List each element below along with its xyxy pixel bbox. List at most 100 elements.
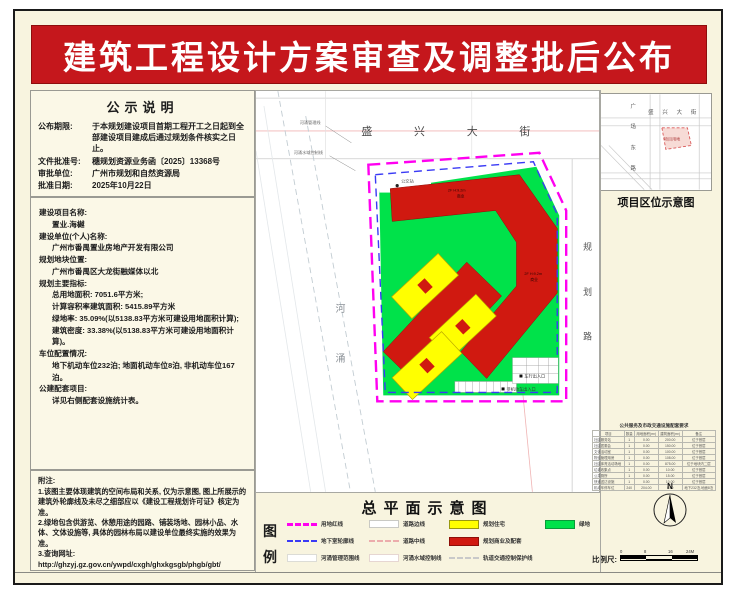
river-water-control-line bbox=[305, 115, 376, 492]
scale-bar: 比例尺: 0 8 16 24M bbox=[592, 549, 702, 565]
project-info-line: 置业.海樾 bbox=[52, 219, 85, 229]
tower-cores bbox=[417, 278, 471, 374]
footnote-line: 3.查询网址: bbox=[38, 549, 76, 559]
location-street-v-label: 广场东路 bbox=[630, 102, 636, 172]
notice-row: 文件批准号: 穗规划资源业务函〔2025〕13368号 bbox=[38, 156, 247, 167]
river-mgmt-annotation: 河涌管理线 bbox=[300, 119, 321, 125]
project-info-line: 广州市番禺区大龙街融媒体以北 bbox=[52, 266, 159, 276]
facilities-table-title: 公共服务及市政交通设施配套要求 bbox=[619, 423, 689, 428]
footnote-line: http://ghzyj.gz.gov.cn/ywpd/cxgh/ghxkgsg… bbox=[38, 559, 221, 569]
legend-item: 用地红线 bbox=[287, 519, 369, 529]
north-label: N bbox=[667, 482, 673, 491]
facilities-row: 机动车停车位 240 204.00 0.00 地下232泊,地面8泊 bbox=[592, 484, 717, 491]
legend-item-label: 规划商业及配套 bbox=[483, 539, 522, 545]
scale-bar-segments bbox=[620, 555, 698, 561]
legend-item: 河涌水域控制线 bbox=[369, 553, 449, 563]
facilities-header-cell: 用地面积(m²) bbox=[633, 430, 659, 437]
fill-green-swatch bbox=[545, 519, 575, 529]
notice-title: 公示说明 bbox=[106, 100, 179, 115]
notice-row-value: 广州市规划和自然资源局 bbox=[92, 168, 180, 178]
footnote-line: 2.绿地包含供游览、休憩用途的园路、铺装场地、园林小品、水体、文体设施等, 具体… bbox=[38, 518, 239, 548]
notice-row: 批准日期: 2025年10月22日 bbox=[38, 180, 247, 191]
project-info-panel: 建设项目名称: 置业.海樾 建设单位(个人)名称: 广州市番禺置业房地产开发有限公司规… bbox=[30, 197, 255, 470]
notice-row-value: 2025年10月22日 bbox=[92, 180, 152, 190]
legend-item-label: 地下室轮廓线 bbox=[321, 539, 355, 545]
legend-item: 地下室轮廓线 bbox=[287, 536, 369, 546]
divider-line bbox=[15, 572, 721, 573]
compass-needle bbox=[670, 495, 676, 523]
notice-row: 公布期限: 于本规划建设项目首期工程开工之日起到全部建设项目建成后通过规划条件核实… bbox=[38, 121, 247, 155]
vehicle-entry-icon bbox=[519, 374, 523, 378]
legend-empty-cell bbox=[545, 553, 597, 563]
north-arrow-icon: N bbox=[647, 477, 693, 533]
fill-yellow-swatch bbox=[449, 519, 479, 529]
notice-row-label: 文件批准号: bbox=[38, 156, 81, 166]
facilities-header-row: 项目 数量 用地面积(m²) 建筑面积(m²) 备注 bbox=[592, 430, 717, 437]
facilities-table: 项目 数量 用地面积(m²) 建筑面积(m²) 备注 社区服务站 1 0.00 200.00 位于… bbox=[592, 430, 717, 491]
facilities-cell: 机动车停车位 bbox=[592, 484, 625, 491]
site-plan-panel: 盛兴大街 河涌 规划路 河涌管理线 河涌水域控制线 公交站 车行出入口 非机动车… bbox=[255, 90, 600, 493]
scale-tick: 16 bbox=[668, 549, 673, 554]
footnotes-title: 附注: bbox=[38, 476, 56, 485]
bus-stop-label: 公交站 bbox=[401, 178, 413, 184]
facilities-cell: 社区体育活动场地 bbox=[592, 460, 625, 467]
legend-heading-char: 例 bbox=[263, 549, 277, 565]
scale-label: 比例尺: bbox=[592, 555, 617, 564]
nonmotor-entry-icon bbox=[501, 387, 505, 391]
river-bank-line bbox=[255, 150, 312, 492]
project-site-area bbox=[661, 127, 692, 150]
location-map-caption: 项目区位示意图 bbox=[617, 197, 695, 209]
legend-item-label: 河涌管理范围线 bbox=[321, 556, 360, 562]
project-info-line: 建设单位(个人)名称: bbox=[39, 231, 108, 241]
legend-item: 道路中线 bbox=[369, 536, 449, 546]
facilities-panel: 公共服务及市政交通设施配套要求 项目 数量 用地面积(m²) 建筑面积(m²) 备注 社区… bbox=[592, 423, 717, 491]
box-road-swatch bbox=[369, 520, 399, 528]
notice-row: 审批单位: 广州市规划和自然资源局 bbox=[38, 168, 247, 179]
project-info-line: 计算容积率建筑面积: 5415.89平方米 bbox=[52, 302, 176, 312]
river-bank-line bbox=[263, 106, 326, 492]
project-info-line: 详见右侧配套设施统计表。 bbox=[52, 396, 144, 406]
compass-needle-half bbox=[663, 494, 671, 524]
project-info-line: 绿地率: 35.09%(以5138.83平方米可建设用地面积计算); bbox=[52, 313, 239, 323]
facilities-cell: 地下232泊,地面8泊 bbox=[681, 484, 717, 491]
nonmotor-entry-label: 非机动车出入口 bbox=[507, 385, 536, 391]
road-centerline bbox=[522, 389, 533, 492]
facilities-header-cell: 数量 bbox=[623, 430, 635, 437]
project-info-lines: 建设项目名称: 置业.海樾 建设单位(个人)名称: 广州市番禺置业房地产开发有限公司规… bbox=[39, 207, 246, 407]
legend-item: 规划商业及配套 bbox=[449, 536, 545, 546]
footnote-lines: 1.该图主要体现建筑的空间布局和关系, 仅为示意图, 图上所展示的建筑外轮廓线及… bbox=[38, 487, 247, 571]
announcement-sheet: 建筑工程设计方案审查及调整批后公布 公示说明 公布期限: 于本规划建设项目首期工程… bbox=[13, 9, 723, 585]
facilities-row: 社区居委会 1 0.00 150.00 位于首层 bbox=[592, 442, 717, 449]
facilities-header-cell: 建筑面积(m²) bbox=[657, 430, 683, 437]
box-water-swatch bbox=[369, 554, 399, 562]
page-title: 建筑工程设计方案审查及调整批后公布 bbox=[31, 25, 707, 84]
line-pink-swatch bbox=[369, 540, 399, 542]
fill-red-swatch bbox=[449, 536, 479, 546]
project-info-line: 规划地块位置: bbox=[39, 255, 88, 265]
leader-line bbox=[329, 155, 356, 171]
scale-bar-graphic: 0 8 16 24M bbox=[620, 549, 702, 565]
building-use-label: 商业 bbox=[530, 277, 538, 282]
project-info-line: 车位配置情况: bbox=[39, 349, 88, 359]
river-management-line bbox=[277, 91, 351, 492]
project-info-line: 建设项目名称: bbox=[39, 208, 88, 217]
facilities-row: 社区体育活动场地 1 0.00 875.00 位于地块内二层 bbox=[592, 460, 717, 467]
divider-line bbox=[255, 492, 256, 572]
notice-row-label: 公布期限: bbox=[38, 122, 73, 131]
notice-row-value: 于本规划建设项目首期工程开工之日起到全部建设项目建成后通过规划条件核实之日止。 bbox=[92, 122, 244, 154]
compass-circle bbox=[653, 493, 687, 527]
vehicle-entry-label: 车行出入口 bbox=[524, 372, 545, 378]
scale-tick: 8 bbox=[644, 549, 647, 554]
legend-item: 河涌管理范围线 bbox=[287, 553, 369, 563]
mini-stats-table bbox=[512, 357, 559, 384]
legend-item: 绿地 bbox=[545, 519, 597, 529]
legend-item-label: 规划住宅 bbox=[483, 522, 506, 528]
line-blue-swatch bbox=[287, 540, 317, 542]
project-site-label: 项目用地 bbox=[664, 136, 680, 142]
legend-item: 轨道交通控制保护线 bbox=[449, 553, 545, 563]
line-graydash-swatch bbox=[449, 557, 479, 559]
location-map: 项目用地 盛兴大街 广场东路 bbox=[600, 94, 711, 190]
legend-empty-cell bbox=[545, 536, 597, 546]
commercial-building bbox=[389, 174, 558, 379]
bus-stop-icon bbox=[395, 184, 399, 188]
